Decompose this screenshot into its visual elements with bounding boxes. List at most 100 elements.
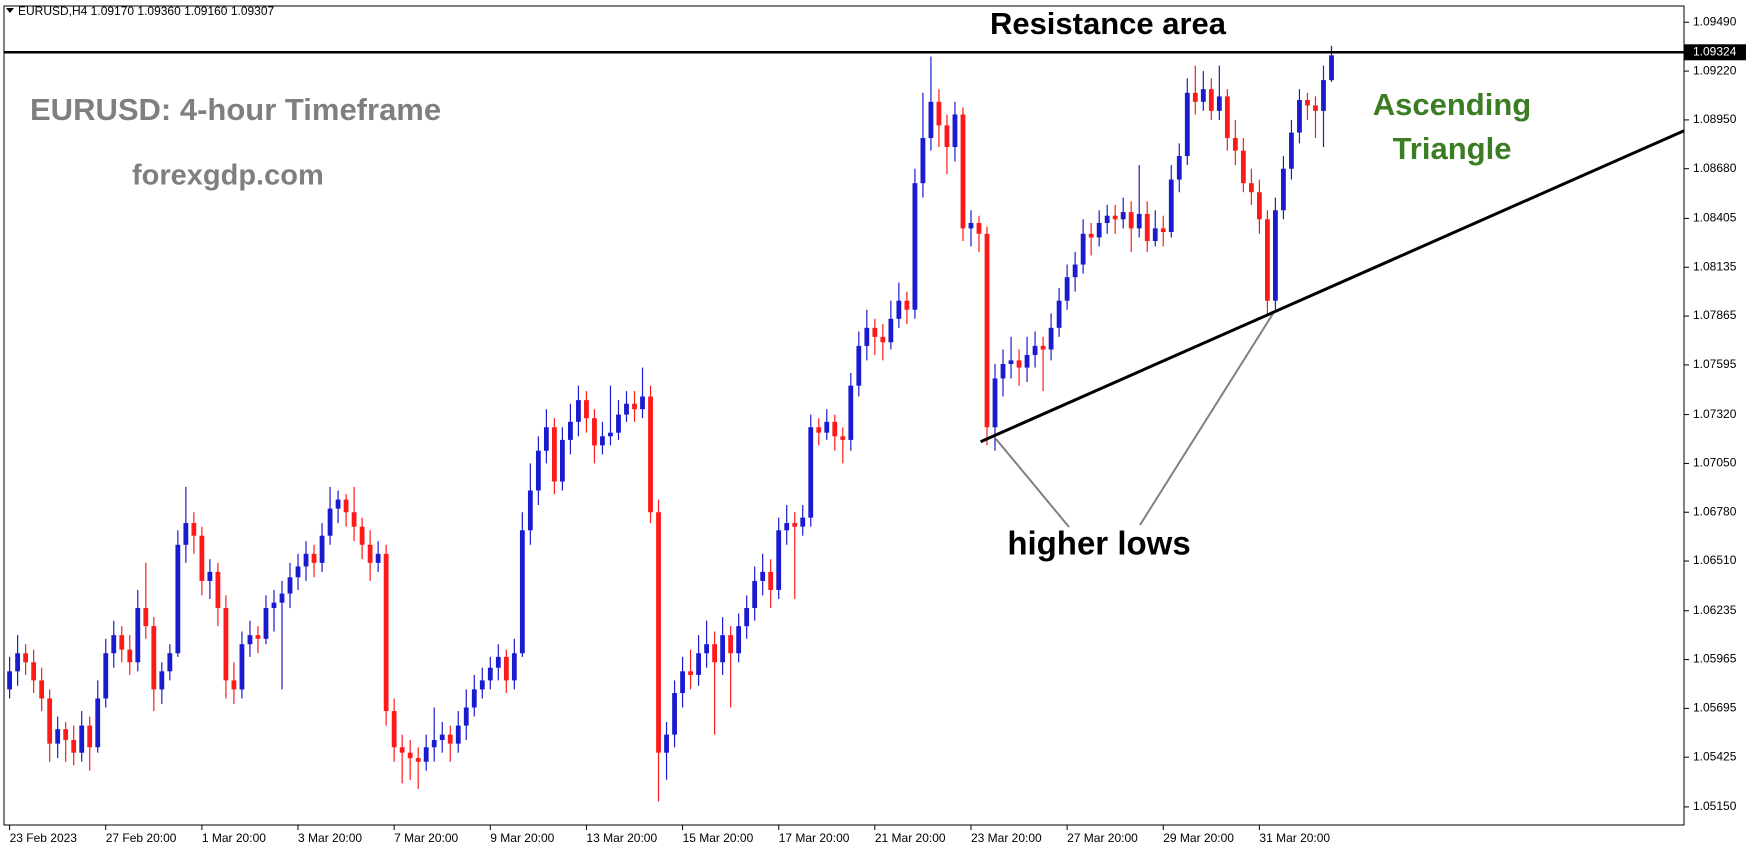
candle-body <box>231 680 237 690</box>
candle-body <box>744 608 750 627</box>
candle-body <box>712 644 718 663</box>
candle-body <box>455 725 461 744</box>
x-tick-label: 1 Mar 20:00 <box>202 831 266 845</box>
candle-body <box>207 571 213 581</box>
candle-body <box>792 523 798 527</box>
y-tick-label: 1.08680 <box>1693 161 1737 175</box>
candle-body <box>1056 300 1062 328</box>
candle-body <box>263 608 269 639</box>
candle-body <box>1136 213 1142 229</box>
candle-body <box>888 318 894 343</box>
candle-body <box>495 656 501 668</box>
candle-body <box>800 517 806 527</box>
candle-body <box>431 740 437 748</box>
candle-body <box>784 523 790 531</box>
candle-body <box>680 671 685 694</box>
candle-body <box>768 571 774 590</box>
candle-body <box>968 222 974 229</box>
candle-body <box>760 571 766 581</box>
candle-body <box>295 566 301 578</box>
candle-body <box>279 593 285 603</box>
candle-body <box>1120 212 1126 220</box>
y-tick-label: 1.07320 <box>1693 407 1737 421</box>
x-tick-label: 13 Mar 20:00 <box>586 831 657 845</box>
candle-body <box>399 747 405 753</box>
x-tick-label: 27 Feb 20:00 <box>106 831 177 845</box>
x-tick-label: 9 Mar 20:00 <box>490 831 554 845</box>
candle-body <box>1184 92 1190 157</box>
candle-body <box>1265 219 1270 301</box>
trend-line <box>979 129 1685 444</box>
candle-body <box>447 734 453 744</box>
annotation: higher lows <box>1007 525 1190 562</box>
candle-body <box>351 512 357 527</box>
candle-body <box>119 635 125 650</box>
candle-body <box>519 530 525 654</box>
candle-body <box>31 662 37 681</box>
candle-body <box>79 725 85 753</box>
candle-body <box>335 499 341 509</box>
candle-body <box>912 183 918 310</box>
candle-body <box>824 421 830 433</box>
candle-body <box>728 635 734 654</box>
candle-body <box>1256 192 1262 220</box>
candle-body <box>704 644 710 654</box>
candle-body <box>976 222 982 234</box>
candle-body <box>840 436 846 440</box>
y-tick-label: 1.08135 <box>1693 259 1737 273</box>
candle-body <box>95 698 101 748</box>
pointer-line <box>995 438 1070 528</box>
candle-body <box>1208 89 1214 111</box>
candle-body <box>648 396 653 513</box>
pointer-line <box>1139 311 1275 526</box>
candle-body <box>720 635 726 663</box>
candle-body <box>303 553 309 567</box>
candle-body <box>1224 96 1230 138</box>
candle-body <box>1273 210 1278 301</box>
candle-body <box>487 667 493 681</box>
candle-body <box>311 553 317 563</box>
candle-body <box>656 512 661 753</box>
candle-body <box>1289 132 1294 169</box>
candle-body <box>343 499 349 513</box>
candle-body <box>215 571 221 609</box>
candle-body <box>423 747 429 762</box>
candle-body <box>576 400 581 422</box>
menu-arrow <box>6 8 14 13</box>
candle-body <box>407 752 413 759</box>
candle-body <box>7 671 13 690</box>
candle-body <box>527 490 533 531</box>
candle-body <box>391 711 397 748</box>
candle-body <box>1008 360 1014 364</box>
candle-body <box>664 734 669 753</box>
candle-body <box>816 427 822 433</box>
x-tick-label: 31 Mar 20:00 <box>1259 831 1330 845</box>
candle-body <box>568 421 573 440</box>
y-tick-label: 1.05425 <box>1693 749 1737 763</box>
candle-body <box>992 378 998 428</box>
candle-body <box>1112 215 1118 220</box>
candle-body <box>39 680 45 699</box>
candle-body <box>415 758 421 762</box>
candle-body <box>600 436 605 446</box>
candle-body <box>287 577 293 594</box>
candle-body <box>367 544 373 563</box>
candle-body <box>1329 55 1334 81</box>
candle-body <box>167 653 173 672</box>
y-tick-label: 1.05965 <box>1693 652 1737 666</box>
candle-body <box>904 300 910 310</box>
candle-body <box>856 345 862 386</box>
candle-body <box>1040 345 1046 350</box>
candle-body <box>1032 345 1038 355</box>
candle-body <box>23 653 29 663</box>
candle-body <box>175 544 181 654</box>
x-tick-label: 29 Mar 20:00 <box>1163 831 1234 845</box>
candle-body <box>944 125 950 148</box>
candle-body <box>543 427 549 451</box>
candle-body <box>616 414 621 433</box>
pattern-label: Triangle <box>1393 131 1512 166</box>
x-tick-label: 17 Mar 20:00 <box>779 831 850 845</box>
candle-body <box>1168 179 1174 232</box>
candle-body <box>696 653 701 675</box>
